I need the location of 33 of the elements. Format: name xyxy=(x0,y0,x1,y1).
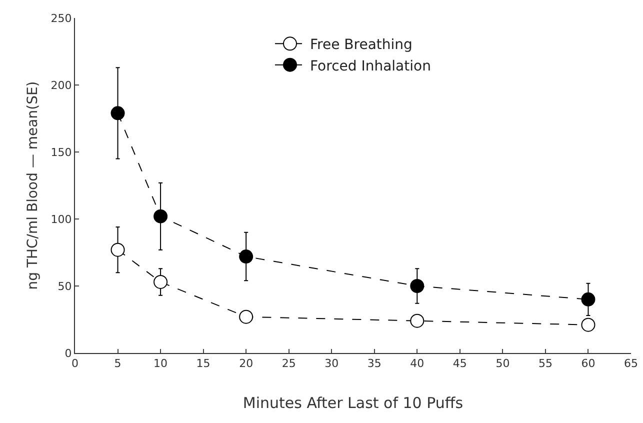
x-tick-label: 45 xyxy=(452,357,467,370)
x-tick-label: 30 xyxy=(324,357,339,370)
point xyxy=(110,106,125,120)
x-tick-label: 35 xyxy=(367,357,382,370)
x-tick-label: 50 xyxy=(496,357,510,370)
x-tick-label: 40 xyxy=(410,357,424,370)
x-tick-label: 60 xyxy=(581,357,596,370)
y-axis-title: ng THC/ml Blood — mean(SE) xyxy=(25,81,41,290)
point xyxy=(410,314,424,328)
point xyxy=(154,209,168,224)
legend-label: Forced Inhalation xyxy=(310,58,431,74)
x-axis-title: Minutes After Last of 10 Puffs xyxy=(242,394,464,412)
y-tick-label: 150 xyxy=(50,146,72,159)
point xyxy=(239,310,254,324)
y-tick-label: 200 xyxy=(50,78,72,92)
x-tick-label: 15 xyxy=(196,357,210,370)
y-tick-label: 250 xyxy=(50,12,72,25)
point xyxy=(410,279,424,293)
x-tick-label: 55 xyxy=(538,357,552,370)
point xyxy=(581,318,596,332)
y-tick-label: 50 xyxy=(58,280,72,293)
point xyxy=(154,274,168,289)
x-tick-label: 20 xyxy=(239,357,254,370)
point xyxy=(110,242,125,257)
x-tick-label: 65 xyxy=(624,357,638,370)
x-tick-label: 10 xyxy=(154,357,168,370)
point xyxy=(581,292,596,306)
y-tick-label: 100 xyxy=(50,212,72,226)
legend-label: Free Breathing xyxy=(310,37,412,54)
point xyxy=(239,250,254,264)
x-tick-label: 5 xyxy=(114,357,122,370)
y-tick-label: 0 xyxy=(64,346,72,360)
x-tick-label: 25 xyxy=(282,357,296,370)
